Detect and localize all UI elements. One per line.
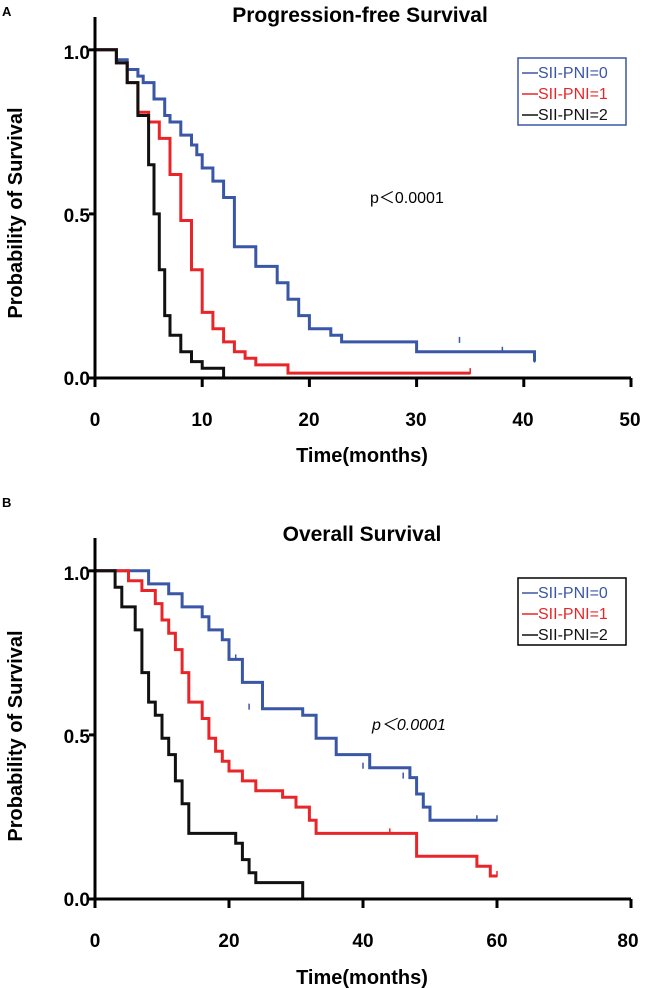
panel-a-y-tick-label: 0.5 [64,206,91,227]
panel-a-p-value: p＜0.0001 [370,190,444,207]
panel-b-marks [95,569,498,899]
panel-b-y-tick-label: 0.0 [64,890,90,911]
panel-b-legend-entry: SII-PNI=0 [538,585,608,602]
panel-b-p-value: p＜0.0001 [371,717,446,734]
panel-a-series-line-0 [95,48,536,362]
panel-a-marks [95,48,536,378]
panel-a-x-tick-label: 40 [512,410,533,431]
panel-b-x-tick-label: 0 [90,931,101,952]
panel-b-x-tick-label: 60 [486,931,507,952]
panel-a-x-axis-label: Time(months) [296,445,428,467]
panel-b-x-axis-label: Time(months) [296,967,428,988]
panel-b-legend: SII-PNI=0 SII-PNI=1 SII-PNI=2 [517,577,627,646]
panel-b-legend-entry: SII-PNI=1 [538,606,608,623]
panel-a-legend-entry: SII-PNI=0 [538,65,608,82]
panel-a-legend-box [517,57,627,126]
panel-a-letter: A [2,4,12,19]
panel-a-pfs-chart: A Progression-free Survival Probability … [2,4,641,467]
panel-a-x-tick-label: 10 [191,410,212,431]
panel-a-title: Progression-free Survival [232,4,488,27]
panel-b-title: Overall Survival [283,523,442,546]
panel-b-x-tick-label: 80 [617,931,638,952]
panel-b-letter: B [2,495,11,510]
panel-a-x-tick-label: 20 [298,410,319,431]
panel-a-legend-entry: SII-PNI=1 [538,86,608,103]
panel-b-os-chart: B Overall Survival Probability of Surviv… [2,495,639,988]
panel-b-series-line-1 [95,569,497,878]
panel-b-legend-box [517,577,627,646]
panel-b-series-line-0 [95,569,497,822]
panel-a-x-tick-label: 50 [619,410,640,431]
panel-a-series-line-1 [95,48,471,375]
panel-a-legend-entry: SII-PNI=2 [538,107,608,124]
panel-a-ticks [89,48,633,387]
panel-b-x-tick-label: 20 [218,931,239,952]
panel-b-y-tick-label: 0.5 [64,727,91,748]
panel-a-legend: SII-PNI=0 SII-PNI=1 SII-PNI=2 [517,57,627,126]
panel-b-y-axis-label: Probability of Survival [5,630,27,841]
panel-a-x-tick-label: 30 [405,410,426,431]
panel-a-series-line-2 [95,48,226,378]
panel-a-y-axis-label: Probability of Survival [5,107,27,318]
panel-b-series-line-2 [95,569,305,899]
panel-b-legend-entry: SII-PNI=2 [538,627,608,644]
panel-b-ticks [89,569,633,908]
panel-b-x-tick-label: 40 [352,931,373,952]
panel-a-y-tick-label: 1.0 [64,43,90,64]
panel-b-y-tick-label: 1.0 [64,564,90,585]
panel-a-y-tick-label: 0.0 [64,369,90,390]
panel-a-x-tick-label: 0 [90,410,101,431]
